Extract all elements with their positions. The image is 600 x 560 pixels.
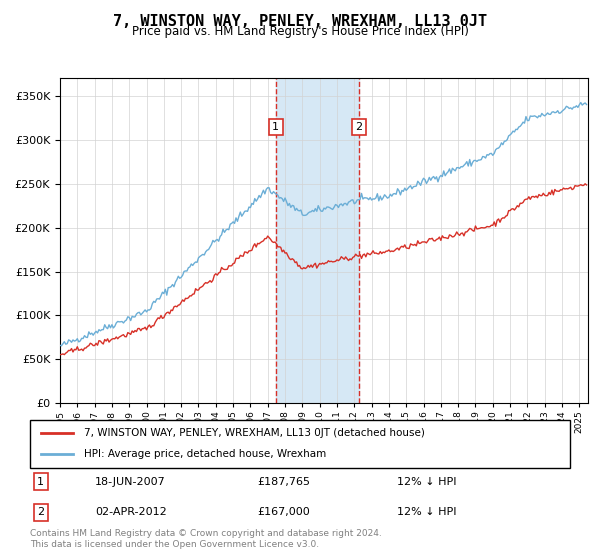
FancyBboxPatch shape bbox=[30, 420, 570, 468]
Text: Price paid vs. HM Land Registry's House Price Index (HPI): Price paid vs. HM Land Registry's House … bbox=[131, 25, 469, 38]
Text: 12% ↓ HPI: 12% ↓ HPI bbox=[397, 507, 457, 517]
Text: HPI: Average price, detached house, Wrexham: HPI: Average price, detached house, Wrex… bbox=[84, 449, 326, 459]
Text: 18-JUN-2007: 18-JUN-2007 bbox=[95, 477, 166, 487]
Text: 2: 2 bbox=[37, 507, 44, 517]
Text: 2: 2 bbox=[355, 122, 362, 132]
Text: 12% ↓ HPI: 12% ↓ HPI bbox=[397, 477, 457, 487]
Text: 1: 1 bbox=[272, 122, 279, 132]
Text: 1: 1 bbox=[37, 477, 44, 487]
Text: Contains HM Land Registry data © Crown copyright and database right 2024.
This d: Contains HM Land Registry data © Crown c… bbox=[30, 529, 382, 549]
Text: £167,000: £167,000 bbox=[257, 507, 310, 517]
Text: 7, WINSTON WAY, PENLEY, WREXHAM, LL13 0JT: 7, WINSTON WAY, PENLEY, WREXHAM, LL13 0J… bbox=[113, 14, 487, 29]
Text: 7, WINSTON WAY, PENLEY, WREXHAM, LL13 0JT (detached house): 7, WINSTON WAY, PENLEY, WREXHAM, LL13 0J… bbox=[84, 428, 425, 438]
Text: 02-APR-2012: 02-APR-2012 bbox=[95, 507, 167, 517]
Text: £187,765: £187,765 bbox=[257, 477, 310, 487]
Bar bbox=[276, 78, 359, 403]
